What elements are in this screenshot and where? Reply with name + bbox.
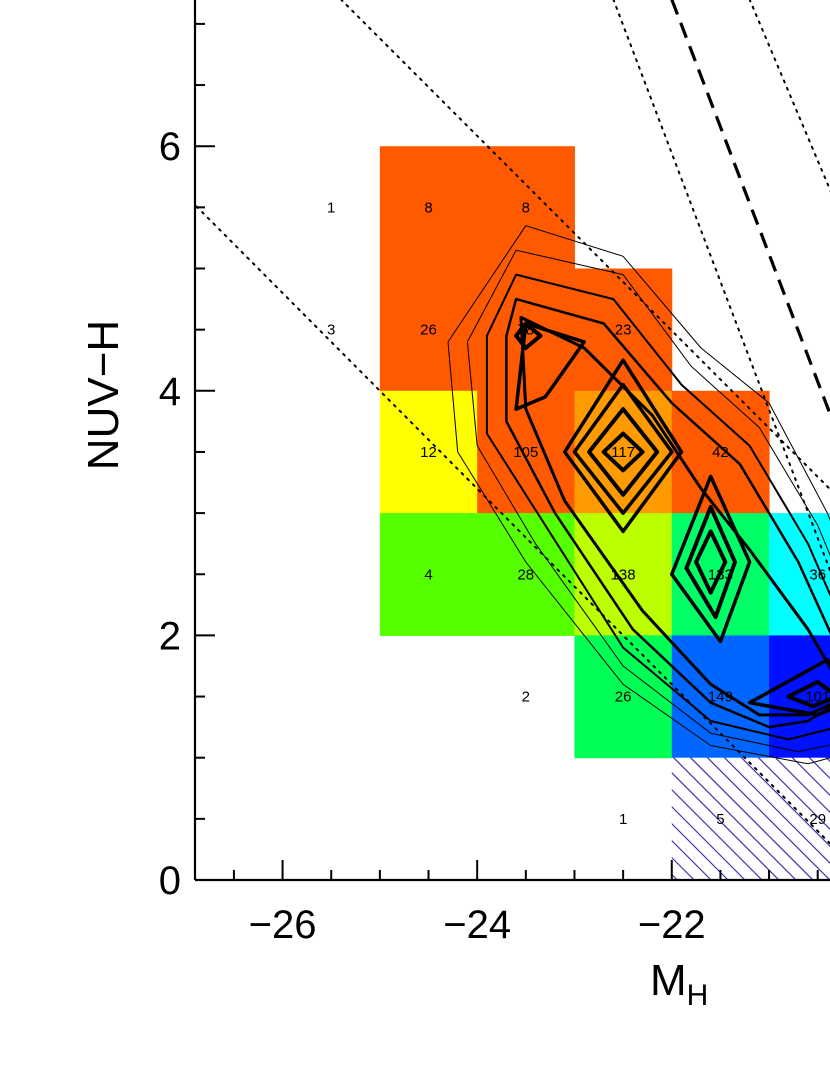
bin-count-labels: 1 8 8 3 26 78 23 12 105 117 42 4 28 138 133 36 2 26 149 101… bbox=[327, 199, 830, 828]
bin-count: 1 bbox=[327, 199, 335, 216]
heatmap-cell bbox=[671, 635, 770, 759]
dotted-line bbox=[340, 0, 830, 491]
bin-count: 4 bbox=[424, 566, 432, 583]
bin-count: 36 bbox=[809, 566, 826, 583]
x-tick-label: −24 bbox=[443, 903, 511, 947]
contour-line bbox=[670, 474, 752, 644]
contour-line bbox=[562, 358, 684, 534]
reference-lines bbox=[195, 0, 830, 845]
contour-line bbox=[519, 315, 830, 717]
y-axis-title: NUV−H bbox=[79, 320, 128, 470]
heatmap-cell bbox=[477, 513, 575, 636]
bin-count: 42 bbox=[712, 444, 729, 461]
bin-count: 26 bbox=[420, 322, 437, 339]
contour-line bbox=[572, 382, 674, 515]
x-tick-label: −22 bbox=[638, 903, 706, 947]
contour-line bbox=[747, 658, 830, 717]
bin-count: 5 bbox=[716, 811, 724, 828]
y-tick-label: 2 bbox=[159, 614, 181, 658]
bin-count: 12 bbox=[420, 444, 437, 461]
contour-line bbox=[505, 297, 830, 729]
contour-line bbox=[447, 225, 830, 765]
bin-count: 8 bbox=[522, 199, 530, 216]
dotted-line bbox=[612, 0, 830, 574]
bin-count: 138 bbox=[611, 566, 636, 583]
contour-line bbox=[485, 273, 830, 741]
bin-count: 2 bbox=[522, 689, 530, 706]
heatmap-cell bbox=[477, 146, 575, 269]
bin-count: 23 bbox=[615, 322, 632, 339]
density-contours bbox=[447, 225, 830, 765]
axes: −26−24−22−200246 bbox=[159, 0, 830, 947]
bin-count: 3 bbox=[327, 322, 335, 339]
heatmap-cell bbox=[574, 268, 673, 392]
x-axis-title: MH bbox=[650, 956, 708, 1012]
contour-line bbox=[601, 431, 645, 473]
x-axis-title-subscript: H bbox=[687, 979, 709, 1012]
bin-count: 117 bbox=[611, 444, 635, 461]
heatmap-cell bbox=[379, 390, 478, 514]
heatmap-cell bbox=[379, 513, 478, 636]
hatched-cell bbox=[769, 757, 830, 880]
contour-line bbox=[466, 249, 830, 753]
dotted-line bbox=[748, 0, 830, 193]
contour-line bbox=[514, 321, 543, 350]
bin-count: 29 bbox=[809, 811, 826, 828]
bin-count: 8 bbox=[424, 199, 432, 216]
contour-line bbox=[694, 529, 728, 595]
heatmap-cell bbox=[379, 146, 478, 269]
bin-count: 26 bbox=[615, 689, 632, 706]
y-tick-label: 6 bbox=[159, 125, 181, 169]
bin-count: 28 bbox=[517, 566, 534, 583]
dashed-line bbox=[670, 0, 830, 419]
contour-line bbox=[514, 321, 586, 411]
plot-area: 1 8 8 3 26 78 23 12 105 117 42 4 28 138 133 36 2 26 149 101… bbox=[195, 0, 830, 880]
contour-line bbox=[587, 407, 660, 497]
contour-line bbox=[786, 679, 830, 709]
heatmap-cells bbox=[379, 146, 830, 880]
contour-line bbox=[684, 505, 737, 620]
y-tick-label: 4 bbox=[159, 370, 181, 414]
heatmap-cell bbox=[379, 268, 478, 392]
heatmap-cell bbox=[574, 635, 673, 759]
x-tick-label: −26 bbox=[249, 903, 317, 947]
bin-count: 133 bbox=[708, 566, 733, 583]
x-axis-title-main: M bbox=[650, 956, 687, 1005]
bin-count: 78 bbox=[517, 322, 534, 339]
bin-count: 1 bbox=[619, 811, 627, 828]
hatched-cell bbox=[671, 757, 770, 880]
bin-count: 105 bbox=[513, 444, 538, 461]
bin-count: 149 bbox=[708, 689, 733, 706]
bin-count: 101 bbox=[805, 689, 830, 706]
y-tick-label: 0 bbox=[159, 859, 181, 903]
